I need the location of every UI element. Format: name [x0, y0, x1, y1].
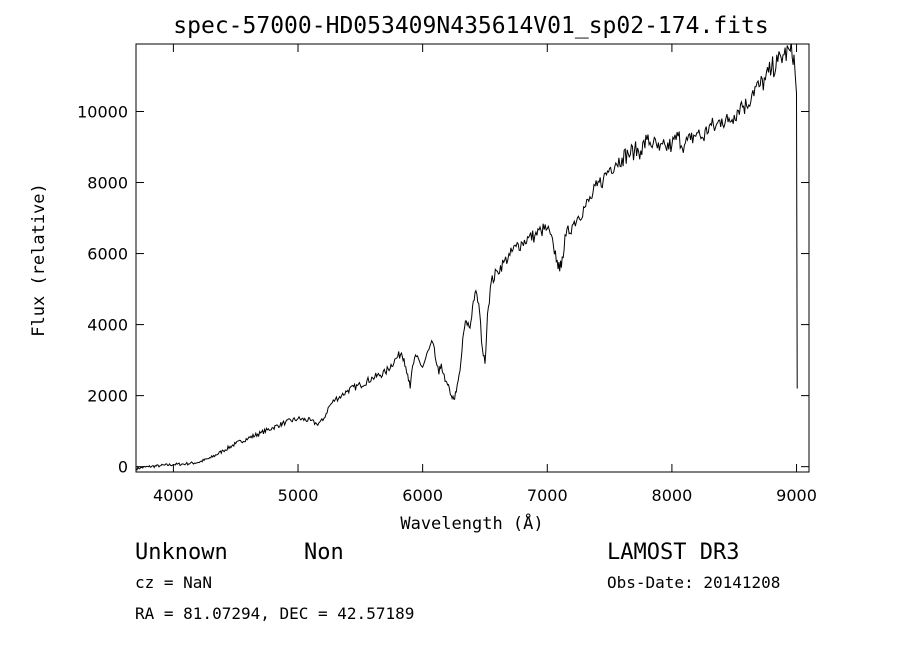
object-subclass: Non	[304, 540, 344, 565]
x-tick-label: 6000	[402, 486, 443, 505]
survey-name: LAMOST DR3	[607, 540, 739, 565]
y-tick-label: 4000	[87, 316, 128, 335]
y-tick-label: 6000	[87, 245, 128, 264]
y-tick-label: 0	[118, 458, 128, 477]
x-tick-label: 5000	[278, 486, 319, 505]
chart-title: spec-57000-HD053409N435614V01_sp02-174.f…	[173, 13, 768, 39]
x-axis-label: Wavelength (Å)	[400, 512, 543, 534]
plot-frame	[135, 43, 810, 473]
x-axis-ticks: 4000 5000 6000 7000 8000 9000	[153, 44, 817, 505]
observation-date: Obs-Date: 20141208	[607, 573, 780, 592]
x-tick-label: 7000	[527, 486, 568, 505]
y-axis-ticks: 0 2000 4000 6000 8000 10000	[77, 102, 809, 477]
coordinates-radec: RA = 81.07294, DEC = 42.57189	[135, 604, 414, 623]
object-class: Unknown	[135, 540, 228, 565]
y-tick-label: 8000	[87, 174, 128, 193]
x-tick-label: 4000	[153, 486, 194, 505]
y-axis-label: Flux (relative)	[29, 183, 49, 337]
redshift-cz: cz = NaN	[135, 573, 212, 592]
spectrum-line	[136, 44, 798, 471]
y-tick-label: 10000	[77, 102, 128, 121]
x-tick-label: 8000	[652, 486, 693, 505]
y-tick-label: 2000	[87, 387, 128, 406]
x-tick-label: 9000	[776, 486, 817, 505]
